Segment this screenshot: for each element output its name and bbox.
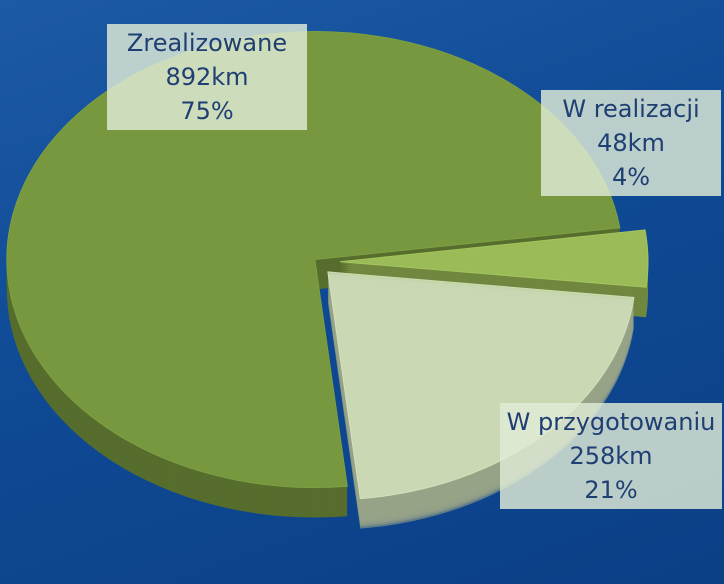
label-category: W realizacji bbox=[562, 95, 700, 123]
label-percent: 75% bbox=[180, 97, 234, 125]
label-percent: 21% bbox=[584, 476, 638, 504]
label-percent: 4% bbox=[611, 163, 651, 191]
slice bbox=[339, 229, 649, 288]
data-label: Zrealizowane 892km 75% bbox=[107, 24, 307, 130]
label-km: 48km bbox=[597, 129, 665, 157]
label-category: Zrealizowane bbox=[126, 29, 288, 57]
label-km: 258km bbox=[569, 442, 653, 470]
label-km: 892km bbox=[165, 63, 249, 91]
data-label: W przygotowaniu 258km 21% bbox=[500, 403, 722, 509]
label-category: W przygotowaniu bbox=[506, 408, 716, 436]
slice bbox=[6, 31, 621, 489]
data-label: W realizacji 48km 4% bbox=[541, 90, 721, 196]
